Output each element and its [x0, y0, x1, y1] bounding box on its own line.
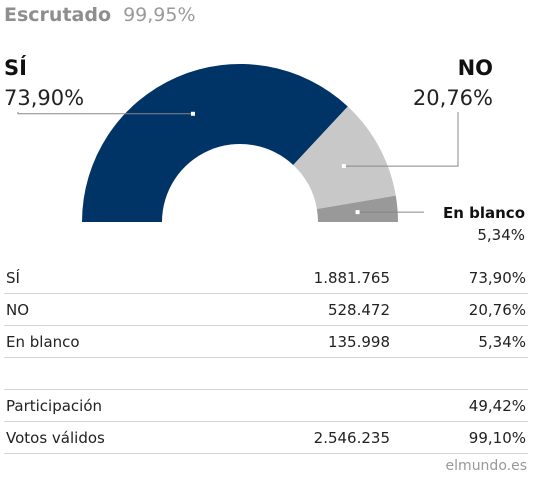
row-votes: 528.472 [258, 293, 392, 326]
table-row: Votos válidos 2.546.235 99,10% [4, 421, 528, 454]
row-pct: 49,42% [392, 389, 528, 422]
results-half-donut-chart [17, 63, 459, 222]
slice-pct-si: 73,90% [4, 86, 85, 110]
scrutiny-header: Escrutado 99,95% [4, 4, 196, 26]
table-row: En blanco 135.998 5,34% [4, 325, 528, 358]
slice-label-en-blanco: En blanco [442, 204, 525, 222]
slice-pct-en-blanco: 5,34% [477, 226, 525, 244]
row-name: Votos válidos [4, 421, 258, 454]
slice-label-si: SÍ [4, 56, 27, 80]
leader-dot-en-blanco [355, 210, 360, 215]
scrutiny-label: Escrutado [4, 4, 112, 26]
slice-si [82, 63, 348, 222]
leader-dot-no [341, 164, 346, 169]
row-pct: 5,34% [392, 325, 528, 358]
row-votes: 2.546.235 [258, 421, 392, 454]
results-table: SÍ 1.881.765 73,90% NO 528.472 20,76% En… [4, 262, 528, 454]
table-spacer-row [4, 357, 528, 390]
row-pct: 99,10% [392, 421, 528, 454]
leader-line-si [17, 112, 193, 115]
table-row: Participación 49,42% [4, 389, 528, 422]
leader-dot-si [190, 111, 195, 116]
slice-en-blanco [316, 195, 398, 222]
row-name: SÍ [4, 262, 258, 294]
row-name: NO [4, 293, 258, 326]
row-pct: 73,90% [392, 262, 528, 294]
leader-line-no [343, 112, 459, 167]
row-name: Participación [4, 389, 258, 422]
scrutiny-value: 99,95% [123, 4, 196, 26]
row-votes: 1.881.765 [258, 262, 392, 294]
slice-label-no: NO [457, 56, 493, 80]
slice-no [293, 106, 396, 209]
source-credit: elmundo.es [445, 458, 527, 474]
row-votes [258, 389, 392, 422]
table-row: NO 528.472 20,76% [4, 293, 528, 326]
row-pct: 20,76% [392, 293, 528, 326]
slice-pct-no: 20,76% [412, 86, 493, 110]
table-row: SÍ 1.881.765 73,90% [4, 262, 528, 294]
row-name: En blanco [4, 325, 258, 358]
row-votes: 135.998 [258, 325, 392, 358]
